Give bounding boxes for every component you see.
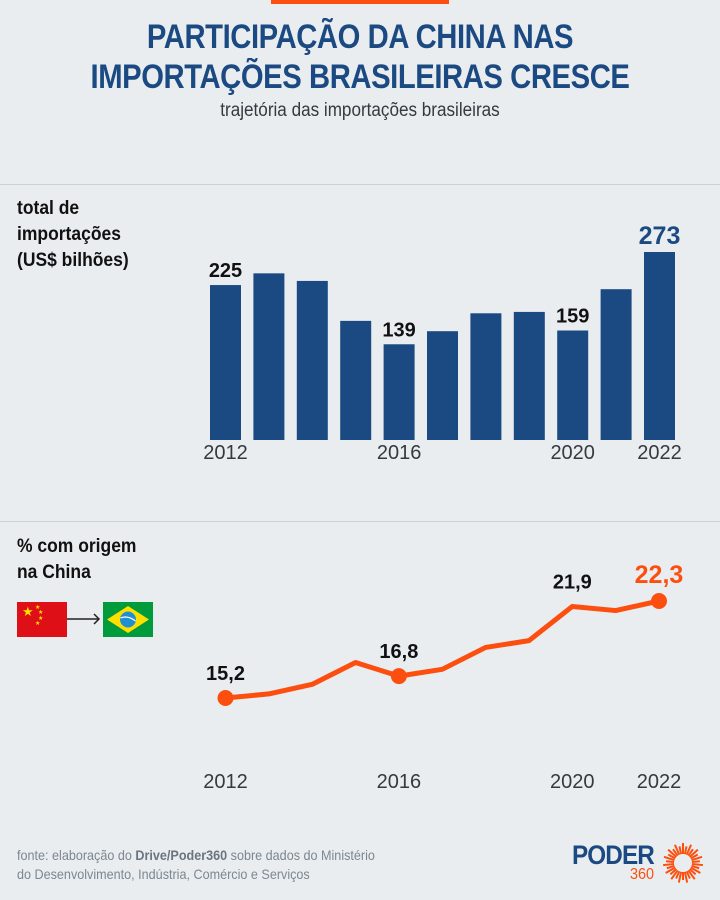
bar-2020 — [557, 330, 589, 440]
bar-x-tick-label: 2016 — [377, 442, 422, 464]
sun-ray — [675, 870, 681, 879]
line-data-label: 22,3 — [635, 561, 684, 589]
sun-ray — [666, 864, 675, 870]
sun-ray — [691, 855, 703, 862]
divider-top — [0, 184, 720, 185]
sun-rays-icon — [663, 843, 703, 883]
bar-data-label: 225 — [209, 260, 242, 282]
line-data-label: 21,9 — [553, 571, 592, 593]
sun-ray — [691, 864, 700, 870]
page-title-line2: IMPORTAÇÕES BRASILEIRAS CRESCE — [90, 58, 630, 96]
bar-2019 — [513, 311, 545, 440]
bar-chart-title-line1: total de — [17, 198, 80, 219]
sun-ray — [665, 866, 676, 874]
sun-ray — [670, 869, 679, 880]
source-bold: Drive/Poder360 — [135, 847, 228, 863]
sun-ray — [687, 869, 696, 880]
line-x-tick-label: 2020 — [550, 771, 595, 793]
bar-2018 — [470, 313, 502, 440]
line-chart-title-line1: % com origem — [17, 536, 137, 557]
sun-ray — [667, 848, 677, 858]
line-data-label: 16,8 — [379, 641, 418, 663]
bar-2022 — [644, 252, 675, 440]
bar-data-label: 159 — [556, 306, 589, 328]
logo-number: 360 — [630, 866, 655, 883]
bar-2016 — [383, 344, 415, 440]
bar-x-tick-label: 2020 — [550, 442, 595, 464]
source-suffix: sobre dados do Ministério — [227, 847, 375, 863]
sun-ray — [667, 853, 676, 860]
line-series-china-share — [225, 598, 660, 701]
bar-chart-title-line2: importações — [17, 224, 121, 245]
bar-2021 — [600, 289, 632, 440]
sun-ray — [691, 860, 701, 864]
sun-ray — [689, 868, 697, 876]
sun-ray — [690, 853, 699, 860]
sun-ray — [689, 848, 699, 858]
bar-2013 — [253, 273, 285, 440]
poder360-logo: PODER 360 — [572, 838, 712, 888]
sun-ray — [669, 868, 677, 876]
source-prefix: fonte: elaboração do — [17, 847, 136, 863]
bar-2015 — [340, 320, 372, 440]
sun-ray — [677, 871, 683, 883]
sun-ray — [685, 870, 691, 879]
bar-x-tick-label: 2022 — [637, 442, 682, 464]
sun-ray — [665, 860, 675, 864]
page-title-line1: PARTICIPAÇÃO DA CHINA NAS — [146, 18, 574, 56]
line-point-2016 — [390, 668, 407, 685]
sun-ray — [687, 848, 694, 857]
line-point-2012 — [217, 690, 234, 706]
divider-middle — [0, 521, 720, 522]
sun-ray — [663, 862, 675, 867]
brazil-flag-icon — [103, 602, 153, 637]
bar-x-tick-label: 2012 — [203, 442, 248, 464]
bar-2012 — [210, 285, 241, 440]
sun-ray — [690, 866, 701, 874]
bar-chart: 2012 2016 2020 2022 225 139 159 273 — [203, 222, 682, 464]
source-note: fonte: elaboração do Drive/Poder360 sobr… — [17, 846, 375, 884]
line-x-tick-label: 2016 — [377, 771, 422, 793]
source-line2: do Desenvolvimento, Indústria, Comércio … — [17, 866, 310, 882]
sun-ray — [691, 862, 703, 867]
line-x-tick-label: 2022 — [637, 771, 682, 793]
line-point-2022 — [651, 593, 667, 609]
line-x-tick-label: 2012 — [203, 771, 248, 793]
line-data-label: 15,2 — [206, 663, 245, 685]
sun-ray — [678, 846, 683, 855]
china-flag-icon: ★ ★ ★ ★ ★ — [17, 602, 67, 637]
bar-2017 — [427, 331, 458, 440]
accent-bar — [271, 0, 449, 4]
bar-data-label: 139 — [382, 319, 415, 341]
sun-ray — [663, 855, 675, 862]
page-subtitle: trajetória das importações brasileiras — [220, 100, 500, 121]
sun-ray — [683, 846, 688, 855]
arrow-right-icon — [67, 613, 101, 625]
logo-word: PODER — [572, 840, 655, 870]
bar-chart-title-line3: (US$ bilhões) — [17, 250, 129, 271]
sun-ray — [673, 844, 681, 856]
sun-ray — [683, 871, 689, 883]
sun-ray — [672, 848, 679, 857]
sun-ray — [685, 844, 693, 856]
bar-2014 — [296, 280, 328, 440]
line-chart-title-line2: na China — [17, 562, 91, 583]
bar-data-label: 273 — [639, 222, 681, 250]
